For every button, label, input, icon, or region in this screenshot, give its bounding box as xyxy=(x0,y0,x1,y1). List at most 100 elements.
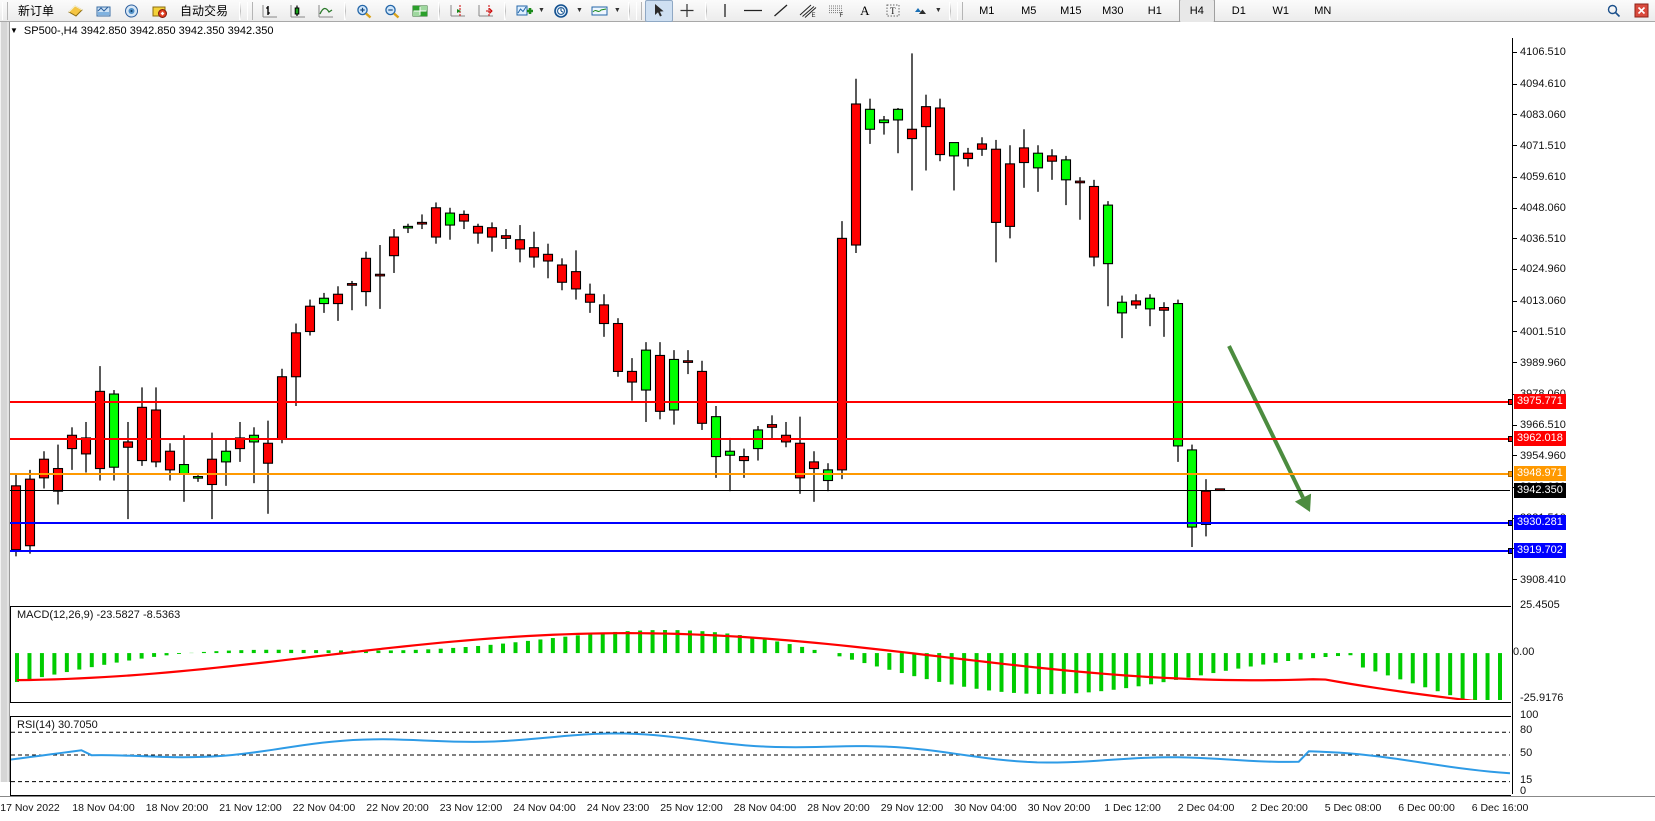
candle xyxy=(136,387,148,466)
chart-vertical-scrollbar[interactable] xyxy=(0,22,10,782)
crosshair-icon[interactable] xyxy=(673,0,701,22)
candle xyxy=(1144,294,1156,327)
auto-scroll-icon[interactable] xyxy=(472,0,500,22)
indicators-icon[interactable] xyxy=(510,0,538,22)
macd-indicator-pane[interactable]: MACD(12,26,9) -23.5827 -8.5363 xyxy=(10,606,1511,712)
svg-text:T: T xyxy=(890,6,896,16)
toolbar-separator-7 xyxy=(948,1,951,20)
time-tick: 28 Nov 20:00 xyxy=(807,802,870,814)
data-window-icon[interactable] xyxy=(406,0,434,22)
rsi-indicator-pane[interactable]: RSI(14) 30.7050 xyxy=(10,716,1511,796)
time-axis[interactable]: 17 Nov 2022 18 Nov 04:00 18 Nov 20:00 21 No… xyxy=(0,796,1655,821)
arrows-dropdown-caret[interactable]: ▼ xyxy=(934,7,942,14)
candle xyxy=(1158,302,1170,337)
price-plot-area[interactable] xyxy=(10,38,1514,596)
candle xyxy=(948,142,960,191)
candle xyxy=(808,451,820,502)
candle xyxy=(66,427,78,470)
price-tick: 3989.960 xyxy=(1513,357,1566,369)
pivot-line-3948[interactable] xyxy=(10,470,1514,477)
vertical-line-icon[interactable] xyxy=(711,0,739,22)
chart-collapse-icon[interactable]: ▼ xyxy=(10,26,18,35)
current-price-line[interactable] xyxy=(10,490,1510,492)
line-chart-icon[interactable] xyxy=(312,0,340,22)
candle xyxy=(38,451,50,489)
price-label-3919[interactable]: 3919.702 xyxy=(1514,543,1566,559)
timeframe-h1[interactable]: H1 xyxy=(1147,4,1162,17)
terminal-icon[interactable] xyxy=(89,0,117,22)
support-line-3919[interactable] xyxy=(10,548,1514,555)
macd-tick: 0.00 xyxy=(1513,645,1535,658)
chart-scrollbar-thumb[interactable] xyxy=(1,22,7,782)
timeframe-m5[interactable]: M5 xyxy=(1021,4,1037,17)
timeframe-m30[interactable]: M30 xyxy=(1102,4,1124,17)
time-tick: 25 Nov 12:00 xyxy=(660,802,723,814)
candle xyxy=(1060,155,1072,206)
zoom-out-icon[interactable] xyxy=(378,0,406,22)
trendline-icon[interactable] xyxy=(767,0,795,22)
timeframe-h4[interactable]: H4 xyxy=(1178,0,1215,23)
candle xyxy=(444,207,456,240)
candle xyxy=(640,342,652,422)
toolbar-grip-2[interactable] xyxy=(247,1,254,20)
toolbar-grip[interactable] xyxy=(2,1,8,20)
candle xyxy=(878,115,890,135)
candle xyxy=(682,350,694,375)
price-axis[interactable]: 4106.510 4094.610 4083.060 4071.510 4059.610… xyxy=(1512,38,1655,797)
toolbar-grip-4[interactable] xyxy=(956,1,963,20)
price-label-3975[interactable]: 3975.771 xyxy=(1514,394,1566,410)
auto-trading-button[interactable]: 自动交易 xyxy=(173,0,235,22)
indicators-dropdown-caret[interactable]: ▼ xyxy=(538,7,545,14)
time-tick: 6 Dec 00:00 xyxy=(1398,802,1455,814)
candle xyxy=(1004,145,1016,239)
bar-chart-icon[interactable] xyxy=(256,0,284,22)
templates-icon[interactable] xyxy=(586,0,614,22)
new-order-button[interactable]: 新订单 xyxy=(11,0,61,22)
candle xyxy=(1046,149,1058,180)
timeframe-w1[interactable]: W1 xyxy=(1272,4,1290,17)
price-label-3948[interactable]: 3948.971 xyxy=(1514,465,1566,481)
text-icon[interactable]: A xyxy=(860,2,870,18)
timeframe-mn[interactable]: MN xyxy=(1314,4,1332,17)
support-line-3930[interactable] xyxy=(10,520,1514,527)
search-icon[interactable] xyxy=(1599,0,1627,22)
fibonacci-icon[interactable]: F xyxy=(823,0,851,22)
label-icon[interactable]: T xyxy=(879,0,907,22)
rsi-label: RSI(14) 30.7050 xyxy=(15,719,100,731)
cursor-icon[interactable] xyxy=(644,0,673,22)
periods-dropdown-caret[interactable]: ▼ xyxy=(575,7,583,14)
equidistant-channel-icon[interactable]: E xyxy=(795,0,823,22)
candle xyxy=(514,225,526,263)
timeframe-d1[interactable]: D1 xyxy=(1231,4,1246,17)
resistance-line-3975[interactable] xyxy=(10,399,1514,406)
new-order-label: 新订单 xyxy=(18,4,55,18)
close-icon[interactable] xyxy=(1627,0,1655,22)
svg-text:E: E xyxy=(811,13,815,18)
candlestick-chart-icon[interactable] xyxy=(284,0,312,22)
time-tick: 30 Nov 20:00 xyxy=(1027,802,1091,814)
metaeditor-icon[interactable] xyxy=(145,0,173,22)
price-label-3962[interactable]: 3962.018 xyxy=(1514,430,1566,446)
candle xyxy=(542,243,554,279)
zoom-in-icon[interactable] xyxy=(350,0,378,22)
candle xyxy=(570,250,582,300)
timeframe-m1[interactable]: M1 xyxy=(979,4,995,17)
templates-dropdown-caret[interactable]: ▼ xyxy=(613,7,621,14)
toolbar-grip-3[interactable] xyxy=(635,1,642,20)
horizontal-line-icon[interactable] xyxy=(739,0,767,22)
down-trend-arrow[interactable] xyxy=(10,38,1510,596)
chart-shift-icon[interactable] xyxy=(444,0,472,22)
timeframe-m15[interactable]: M15 xyxy=(1060,4,1082,17)
resistance-line-3962[interactable] xyxy=(10,435,1514,442)
price-label-3930[interactable]: 3930.281 xyxy=(1514,515,1566,531)
periods-icon[interactable] xyxy=(548,0,576,22)
candle xyxy=(1088,179,1100,267)
price-tick: 4071.510 xyxy=(1513,140,1566,152)
strategy-tester-icon[interactable] xyxy=(117,0,145,22)
arrows-icon[interactable] xyxy=(907,0,935,22)
candle xyxy=(388,229,400,273)
price-label-current[interactable]: 3942.350 xyxy=(1514,483,1566,499)
data-folder-icon[interactable] xyxy=(61,0,89,22)
candle xyxy=(696,360,708,430)
candle xyxy=(94,366,106,481)
